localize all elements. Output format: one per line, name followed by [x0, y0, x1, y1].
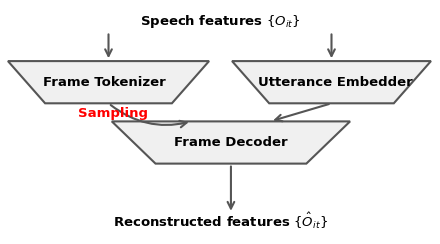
Text: Utterance Embedder: Utterance Embedder [258, 76, 413, 89]
Polygon shape [112, 122, 350, 164]
Text: Frame Decoder: Frame Decoder [174, 136, 288, 149]
Text: Frame Tokenizer: Frame Tokenizer [43, 76, 165, 89]
Polygon shape [232, 61, 431, 103]
Text: Reconstructed features $\{\hat{O}_{it}\}$: Reconstructed features $\{\hat{O}_{it}\}… [113, 210, 327, 231]
Text: Sampling: Sampling [78, 107, 148, 120]
Polygon shape [8, 61, 209, 103]
Text: Speech features $\{O_{it}\}$: Speech features $\{O_{it}\}$ [139, 13, 301, 30]
